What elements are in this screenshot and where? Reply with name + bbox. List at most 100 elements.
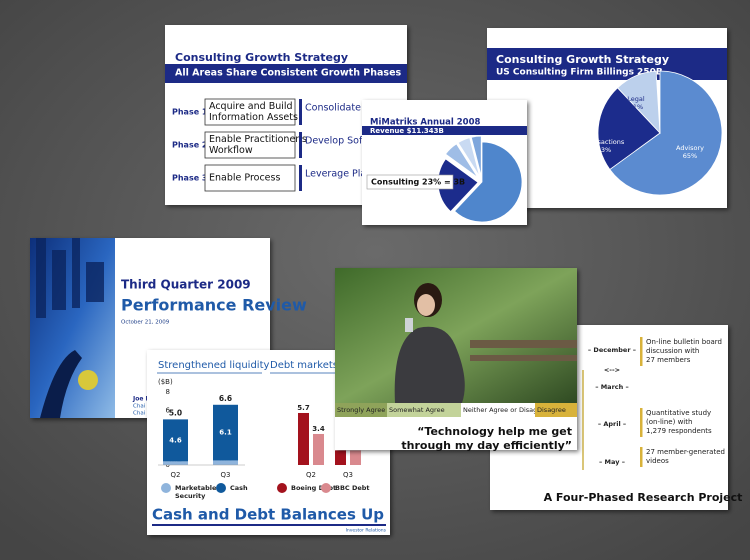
y-tick-label: 8 xyxy=(166,388,170,396)
callout-box xyxy=(366,174,454,190)
photo-bench xyxy=(470,355,577,361)
phase-divider xyxy=(299,132,302,158)
pie-slice xyxy=(444,143,479,178)
scale-cell xyxy=(387,403,461,417)
legend-label: Marketable xyxy=(175,484,217,492)
bar xyxy=(298,412,309,465)
slide-date: October 21, 2009 xyxy=(121,320,170,326)
note-text: Quantitative study xyxy=(646,409,711,417)
scale-cell xyxy=(535,403,577,417)
note-text: 27 member-generated xyxy=(646,448,725,456)
pie-slice xyxy=(597,87,661,171)
timeline-label: – March – xyxy=(595,383,629,391)
cover-figure xyxy=(40,350,82,418)
timeline-label: – April – xyxy=(598,420,626,428)
phase-label: Phase 3 xyxy=(172,174,208,183)
phase-box xyxy=(204,98,296,126)
y-tick-label: 6 xyxy=(166,406,171,414)
pie-slice xyxy=(616,70,661,135)
quote: “Technology help me get xyxy=(417,425,572,438)
note-text: 27 members xyxy=(646,356,691,364)
phase-next: Develop Softw xyxy=(305,136,374,147)
slide-subtitle: US Consulting Firm Billings 250B xyxy=(496,68,663,78)
scale-cell xyxy=(335,403,387,417)
pie-slice xyxy=(454,141,523,223)
timeline-label: – December – xyxy=(588,346,636,354)
note-text: On-line bulletin board xyxy=(646,338,722,346)
legend-swatch xyxy=(321,483,331,493)
cover-ornament xyxy=(78,370,98,390)
bar-total-label: 5.0 xyxy=(169,408,182,417)
note-text: discussion with xyxy=(646,347,699,355)
slide-title: MiMatriks Annual 2008 xyxy=(370,118,480,128)
scale-label: Disagree xyxy=(537,406,566,414)
title-band xyxy=(487,48,727,80)
x-tick-label: Q2 xyxy=(171,471,181,479)
slide-survey: “Technology help me get through my day e… xyxy=(335,268,577,452)
chart-heading: Strengthened liquidity xyxy=(158,360,269,371)
phase-next: Consolidate In xyxy=(305,103,373,114)
note-bar xyxy=(640,408,643,437)
slide-title: Consulting Growth Strategy xyxy=(496,53,669,66)
bar xyxy=(350,450,361,465)
note-text: videos xyxy=(646,457,669,465)
pie-slice xyxy=(457,137,481,177)
title-band xyxy=(362,126,527,135)
x-tick-label: Q2 xyxy=(306,471,316,479)
photo-person-face xyxy=(417,294,435,316)
slide-title: Third Quarter 2009 xyxy=(121,278,251,292)
bar-segment xyxy=(163,461,188,465)
pie-slice xyxy=(470,135,482,177)
callout: Consulting 23% = 3B xyxy=(371,178,465,187)
presenter: Joe M xyxy=(132,396,152,403)
phase-step: Enable Process xyxy=(209,173,280,184)
slide-title: Cash and Debt Balances Up xyxy=(152,506,384,524)
bar-value-label: 4.6 xyxy=(169,436,182,444)
photo-person xyxy=(394,326,465,403)
x-tick-label: Q3 xyxy=(343,471,353,479)
bar-value-label: 3.4 xyxy=(312,425,325,433)
slide-footer: Investor Relations xyxy=(346,528,387,534)
slice-value: 11% xyxy=(629,103,643,111)
unit-label: ($B) xyxy=(158,378,173,386)
presenter: Chai xyxy=(133,404,146,410)
bar xyxy=(313,433,324,465)
phase-next: Leverage Platf xyxy=(305,169,374,180)
slide-subtitle: Revenue $11.343B xyxy=(370,127,444,135)
legend-label: Security xyxy=(175,492,206,500)
note-text: (on-line) with xyxy=(646,418,692,426)
phase-step: Workflow xyxy=(209,145,253,156)
slide-annual: MiMatriks Annual 2008 Revenue $11.343B C… xyxy=(362,100,527,225)
phase-step: Enable Practitioner's xyxy=(209,134,307,145)
slide-heading: Performance Review xyxy=(121,296,307,315)
quote: through my day efficiently” xyxy=(401,439,572,452)
legend-label: Boeing Debt xyxy=(291,484,336,492)
bar-value-label: 5.7 xyxy=(297,404,310,412)
building-shapes xyxy=(36,238,104,318)
note-bar xyxy=(640,337,643,366)
phase-step: Information Assets xyxy=(209,112,298,123)
slice-name: Advisory xyxy=(676,144,704,152)
scale-label: Somewhat Agree xyxy=(389,406,445,414)
slice-value: 23% xyxy=(597,146,611,154)
bar-value-label: 6.1 xyxy=(219,429,232,437)
scale-label: Strongly Agree xyxy=(337,406,385,414)
legend-swatch xyxy=(216,483,226,493)
bar-segment xyxy=(213,460,238,465)
slice-value: 65% xyxy=(683,152,697,160)
phase-label: Phase 2 xyxy=(172,141,208,150)
legend-label: Cash xyxy=(230,484,248,492)
phase-divider xyxy=(299,99,302,125)
slide-subtitle: All Areas Share Consistent Growth Phases xyxy=(175,68,402,79)
slide-title: Consulting Growth Strategy xyxy=(175,51,348,64)
scale-label: Neither Agree or Disagree xyxy=(463,406,548,414)
bar-total-label: 6.6 xyxy=(219,394,232,403)
x-tick-label: Q3 xyxy=(221,471,231,479)
timeline-label: <--> xyxy=(604,366,620,374)
scale-cell xyxy=(461,403,535,417)
legend-swatch xyxy=(277,483,287,493)
note-text: 1,279 respondents xyxy=(646,427,712,435)
phase-box xyxy=(204,131,296,159)
chart-heading: Debt markets a xyxy=(270,360,347,371)
